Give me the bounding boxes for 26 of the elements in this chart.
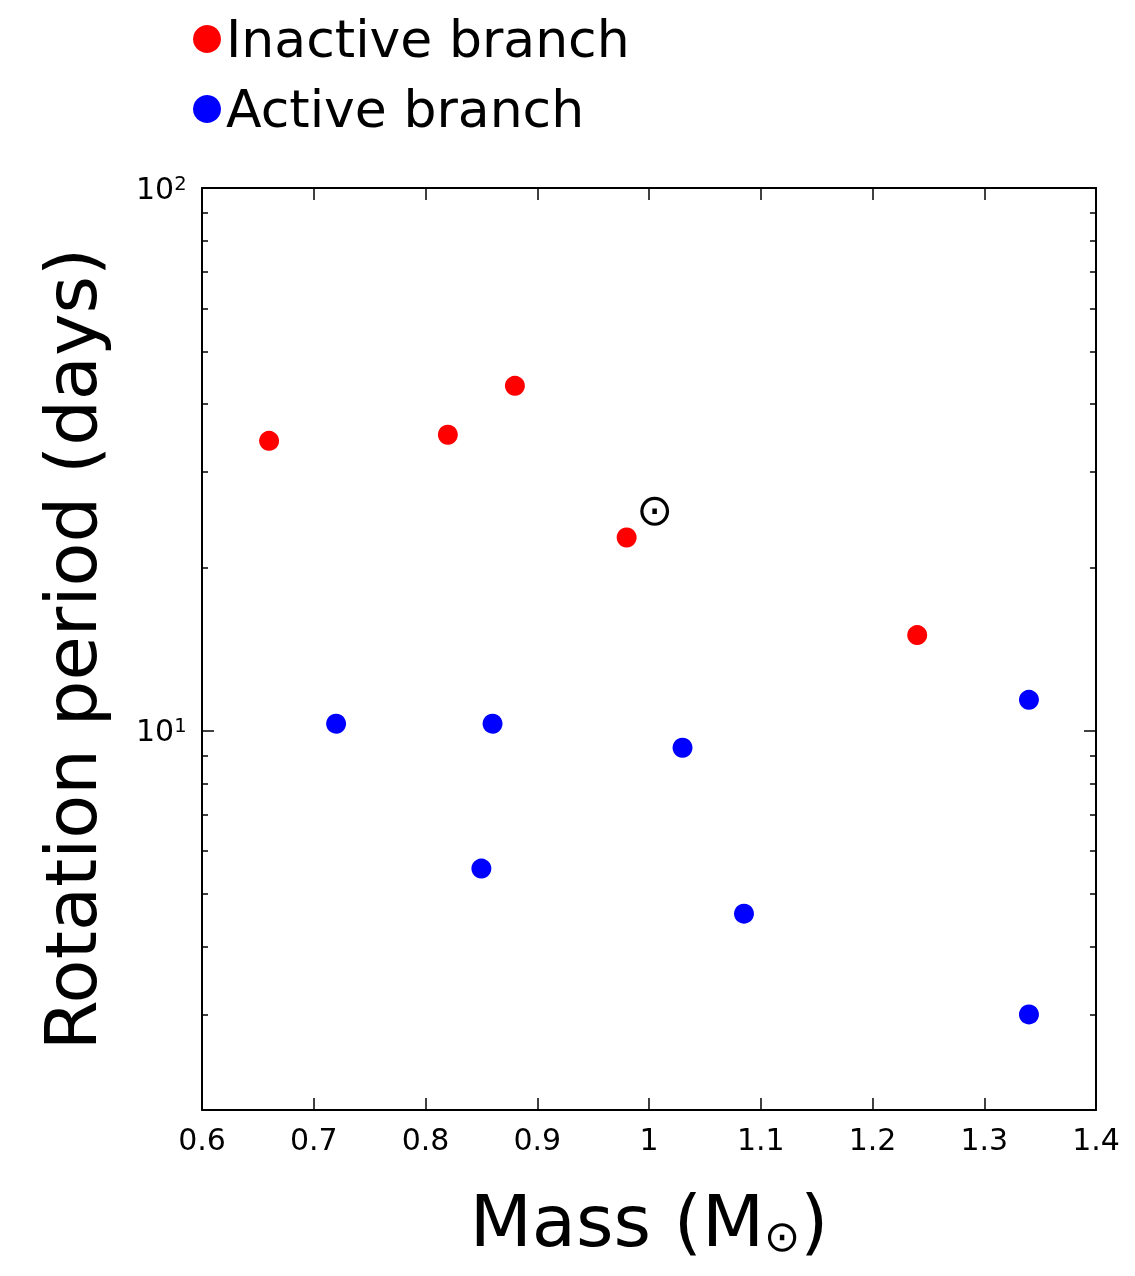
x-tick-label: 1.1	[736, 1121, 785, 1157]
x-tick-label: 0.8	[401, 1121, 450, 1157]
legend-label: Active branch	[226, 79, 585, 139]
x-tick-label: 0.9	[513, 1121, 562, 1157]
x-tick-label: 1	[639, 1121, 659, 1157]
point	[616, 527, 637, 548]
point	[471, 858, 492, 879]
point	[734, 903, 754, 924]
x-tick-label: 0.7	[289, 1121, 338, 1157]
x-tick-label: 1.2	[848, 1121, 897, 1157]
point	[437, 424, 458, 445]
point	[1018, 689, 1039, 710]
point	[482, 713, 503, 734]
y-axis-title: Rotation period (days)	[29, 247, 113, 1051]
x-tick-label: 0.6	[178, 1121, 226, 1157]
annotation: ⊙	[636, 483, 674, 535]
point	[672, 737, 693, 758]
point	[504, 375, 525, 396]
point	[259, 430, 280, 451]
point	[326, 713, 347, 734]
legend-label: Inactive branch	[226, 9, 630, 69]
x-tick-label: 1.3	[960, 1121, 1009, 1157]
x-tick-label: 1.4	[1072, 1121, 1120, 1157]
point	[1018, 1004, 1039, 1025]
x-axis-title: Mass (M⊙)	[469, 1179, 829, 1263]
point	[907, 625, 928, 646]
